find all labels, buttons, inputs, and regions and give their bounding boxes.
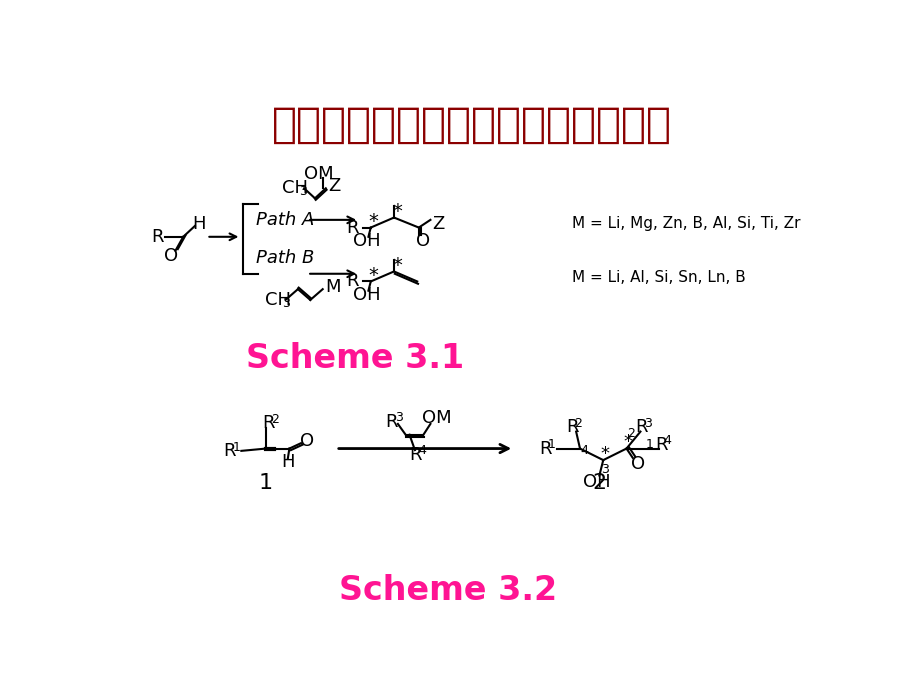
Text: 1: 1 bbox=[233, 440, 241, 453]
Text: R: R bbox=[565, 418, 578, 436]
Text: 3: 3 bbox=[600, 463, 608, 476]
Text: O: O bbox=[630, 455, 644, 473]
Text: M: M bbox=[324, 278, 340, 296]
Text: R: R bbox=[635, 418, 648, 436]
Text: R: R bbox=[262, 414, 275, 432]
Text: O: O bbox=[300, 432, 314, 450]
Text: *: * bbox=[391, 202, 402, 221]
Text: R: R bbox=[409, 446, 422, 464]
Text: R: R bbox=[346, 273, 358, 290]
Text: 2: 2 bbox=[592, 473, 606, 493]
Text: Path B: Path B bbox=[256, 249, 314, 267]
Text: 2: 2 bbox=[573, 417, 582, 430]
Text: *: * bbox=[600, 445, 608, 463]
Text: Scheme 3.2: Scheme 3.2 bbox=[339, 575, 557, 607]
Text: 2: 2 bbox=[627, 426, 634, 440]
Text: *: * bbox=[391, 256, 402, 275]
Text: M = Li, Mg, Zn, B, Al, Si, Ti, Zr: M = Li, Mg, Zn, B, Al, Si, Ti, Zr bbox=[572, 216, 800, 231]
Text: 4: 4 bbox=[663, 434, 671, 447]
Text: R: R bbox=[539, 440, 550, 457]
Text: 3: 3 bbox=[394, 411, 403, 424]
Text: 2: 2 bbox=[271, 413, 279, 426]
Text: OM: OM bbox=[303, 165, 334, 183]
Text: 3: 3 bbox=[281, 297, 289, 310]
Text: R: R bbox=[346, 219, 358, 237]
Text: O: O bbox=[164, 247, 177, 265]
Text: 4: 4 bbox=[580, 444, 588, 457]
Text: 1: 1 bbox=[259, 473, 273, 493]
Text: R: R bbox=[152, 228, 164, 246]
Text: 1: 1 bbox=[645, 438, 653, 451]
Text: CH: CH bbox=[265, 291, 290, 309]
Text: *: * bbox=[623, 433, 632, 451]
Text: 4: 4 bbox=[418, 444, 426, 457]
Text: *: * bbox=[368, 266, 378, 285]
Text: O: O bbox=[415, 233, 429, 250]
Text: M = Li, Al, Si, Sn, Ln, B: M = Li, Al, Si, Sn, Ln, B bbox=[572, 270, 745, 285]
Text: 1: 1 bbox=[547, 438, 555, 451]
Text: OM: OM bbox=[421, 408, 451, 426]
Text: 3: 3 bbox=[299, 185, 307, 198]
Text: 醛醇缩合可以通过以下两种途径进行: 醛醇缩合可以通过以下两种途径进行 bbox=[271, 104, 671, 146]
Text: OH: OH bbox=[583, 473, 610, 491]
Text: R: R bbox=[223, 442, 235, 460]
Text: Path A: Path A bbox=[256, 211, 314, 229]
Text: 3: 3 bbox=[643, 417, 652, 430]
Text: R: R bbox=[385, 413, 398, 431]
Text: CH: CH bbox=[282, 179, 308, 197]
Text: H: H bbox=[281, 453, 294, 471]
Text: Z: Z bbox=[328, 177, 340, 195]
Text: Scheme 3.1: Scheme 3.1 bbox=[246, 342, 464, 375]
Text: R: R bbox=[654, 435, 667, 454]
Text: OH: OH bbox=[353, 286, 380, 304]
Text: *: * bbox=[368, 212, 378, 231]
Text: H: H bbox=[192, 215, 205, 233]
Text: OH: OH bbox=[353, 233, 380, 250]
Text: Z: Z bbox=[432, 215, 445, 233]
